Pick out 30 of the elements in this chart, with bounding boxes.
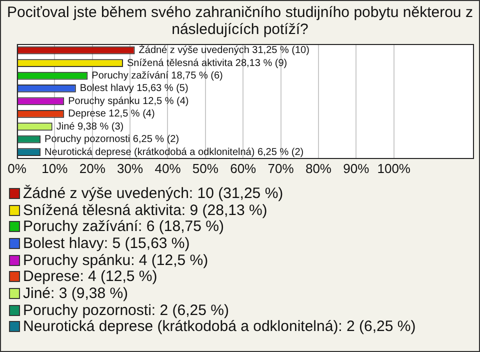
- x-tick-label: 30%: [117, 160, 144, 176]
- data-label: Snížená tělesná aktivita 28,13 % (9): [127, 58, 288, 69]
- legend-label: Deprese: 4 (12,5 %): [23, 268, 158, 286]
- x-tick-label: 0%: [8, 160, 27, 176]
- legend-label: Poruchy spánku: 4 (12,5 %): [23, 252, 208, 269]
- x-tick-label: 70%: [268, 160, 294, 176]
- data-label: Deprese 12,5 % (4): [68, 108, 155, 120]
- data-label: Neurotická deprese (krátkodobá a odklonitelná) 6,25 % (2): [44, 146, 304, 158]
- legend-label: Poruchy pozornosti: 2 (6,25 %): [23, 302, 229, 319]
- x-tick-label: 50%: [192, 160, 219, 176]
- legend-label: Jiné: 3 (9,38 %): [23, 284, 128, 302]
- x-tick-label: 20%: [79, 160, 106, 176]
- data-label: Poruchy spánku 12,5 % (4): [68, 96, 189, 107]
- data-label: Jiné 9,38 % (3): [56, 121, 124, 132]
- x-tick-label: 40%: [154, 160, 182, 176]
- data-label: Bolest hlavy 15,63 % (5): [80, 83, 188, 94]
- chart-title: Pociťoval jste během svého zahraničního studijního pobytu některou z následujících potíží?: [6, 3, 474, 40]
- x-tick-label: 60%: [230, 160, 257, 176]
- legend-label: Snížená tělesná aktivita: 9 (28,13 %): [23, 202, 268, 219]
- x-tick-label: 10%: [42, 160, 68, 176]
- x-tick-label: 90%: [343, 160, 370, 176]
- legend-label: Bolest hlavy: 5 (15,63 %): [23, 234, 190, 252]
- data-label: Poruchy pozornosti 6,25 % (2): [44, 134, 180, 146]
- legend-label: Žádné z výše uvedených: 10 (31,25 %): [23, 184, 284, 202]
- data-label: Žádné z výše uvedených 31,25 % (10): [138, 44, 310, 56]
- data-label: Poruchy zažívání 18,75 % (6): [92, 70, 223, 82]
- x-tick-label: 80%: [305, 160, 332, 176]
- x-tick-label: 100%: [377, 160, 411, 176]
- legend-label: Neurotická deprese (krátkodobá a odklonitelná): 2 (6,25 %): [23, 318, 416, 336]
- legend-label: Poruchy zažívání: 6 (18,75 %): [23, 218, 224, 236]
